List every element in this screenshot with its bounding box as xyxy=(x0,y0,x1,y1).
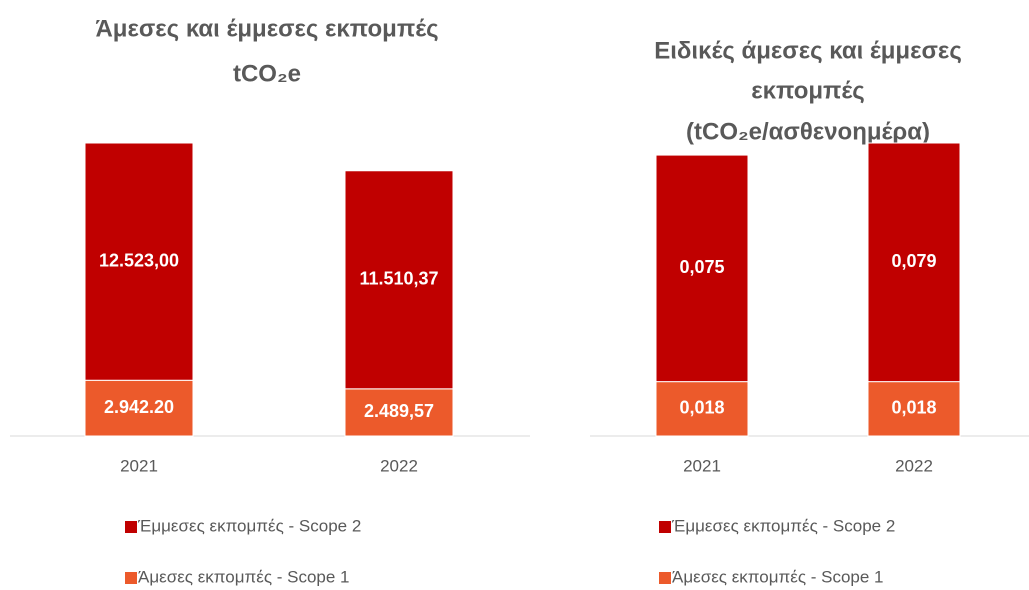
legend-swatch xyxy=(659,521,671,533)
legend-swatch xyxy=(659,572,671,584)
bar-segment xyxy=(867,381,961,437)
data-label: 2.489,57 xyxy=(364,401,434,421)
bar-segment xyxy=(344,170,454,390)
data-label: 12.523,00 xyxy=(99,250,179,270)
x-tick-label: 2021 xyxy=(120,456,158,475)
data-label: 0,079 xyxy=(891,251,936,271)
chart-title: (tCO₂e/ασθενοημέρα) xyxy=(686,118,930,145)
bar-segment xyxy=(84,142,194,381)
legend-label: Άμεσες εκπομπές - Scope 1 xyxy=(672,567,884,586)
legend-swatch xyxy=(125,572,137,584)
chart-title: tCO₂e xyxy=(233,60,301,87)
legend-swatch xyxy=(125,521,137,533)
legend-label: Έμμεσες εκπομπές - Scope 2 xyxy=(137,516,361,535)
legend-label: Έμμεσες εκπομπές - Scope 2 xyxy=(671,516,895,535)
chart-title: Άμεσες και έμμεσες εκπομπές xyxy=(95,15,438,42)
bar-segment xyxy=(84,379,194,437)
data-label: 0,075 xyxy=(679,257,724,277)
x-tick-label: 2022 xyxy=(380,456,418,475)
data-label: 2.942.20 xyxy=(104,397,174,417)
bar-segment xyxy=(655,381,749,437)
data-label: 0,018 xyxy=(891,398,936,418)
x-tick-label: 2022 xyxy=(895,456,933,475)
chart-title: εκπομπές xyxy=(751,77,865,104)
legend-label: Άμεσες εκπομπές - Scope 1 xyxy=(138,567,350,586)
x-tick-label: 2021 xyxy=(683,456,721,475)
bar-segment xyxy=(867,142,961,383)
data-label: 11.510,37 xyxy=(359,269,438,289)
data-label: 0,018 xyxy=(679,398,724,418)
bar-segment xyxy=(655,154,749,383)
chart-title: Ειδικές άμεσες και έμμεσες xyxy=(654,37,962,64)
